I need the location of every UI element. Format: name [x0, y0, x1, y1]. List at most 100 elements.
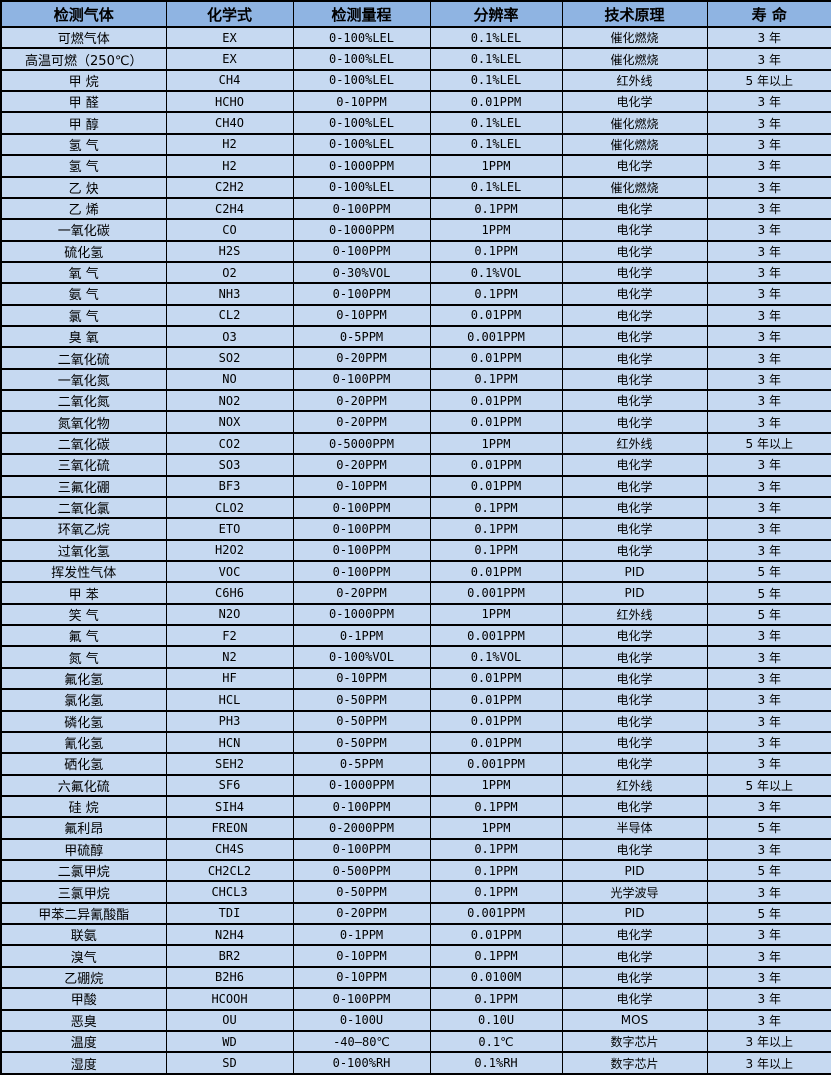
- cell-range: 0-100%LEL: [292, 175, 431, 199]
- cell-principle: 光学波导: [561, 880, 708, 904]
- table-row: 磷化氢 PH3 0-50PPM 0.01PPM 电化学 3 年: [0, 709, 831, 733]
- cell-resolution: 0.1PPM: [429, 944, 563, 968]
- cell-formula: HCOOH: [165, 987, 294, 1011]
- cell-range: 0-20PPM: [292, 453, 431, 477]
- cell-gas-name: 甲 苯: [0, 581, 167, 605]
- table-row: 二氧化碳 CO2 0-5000PPM 1PPM 红外线 5 年以上: [0, 431, 831, 456]
- column-header-range: 检测量程: [292, 0, 431, 28]
- cell-lifespan: 5 年以上: [706, 431, 831, 456]
- cell-formula: CHCL3: [165, 880, 294, 904]
- cell-principle: 电化学: [561, 218, 708, 242]
- cell-formula: BF3: [165, 474, 294, 498]
- cell-principle: 电化学: [561, 666, 708, 691]
- cell-principle: 电化学: [561, 196, 708, 221]
- cell-principle: PID: [561, 858, 708, 883]
- cell-formula: H2O2: [165, 538, 294, 563]
- cell-lifespan: 3 年: [706, 175, 831, 199]
- table-row: 高温可燃（250℃） EX 0-100%LEL 0.1%LEL 催化燃烧 3 年: [0, 47, 831, 71]
- cell-range: 0-100%RH: [292, 1051, 431, 1075]
- table-row: 过氧化氢 H2O2 0-100PPM 0.1PPM 电化学 3 年: [0, 538, 831, 563]
- cell-range: 0-10PPM: [292, 666, 431, 691]
- cell-principle: 电化学: [561, 282, 708, 306]
- cell-lifespan: 5 年: [706, 602, 831, 627]
- table-row: 一氧化碳 CO 0-1000PPM 1PPM 电化学 3 年: [0, 218, 831, 242]
- table-row: 二氯甲烷 CH2CL2 0-500PPM 0.1PPM PID 5 年: [0, 858, 831, 883]
- cell-principle: PID: [561, 581, 708, 605]
- cell-range: 0-10PPM: [292, 303, 431, 328]
- table-row: 乙 炔 C2H2 0-100%LEL 0.1%LEL 催化燃烧 3 年: [0, 175, 831, 199]
- cell-resolution: 0.1PPM: [429, 517, 563, 541]
- cell-gas-name: 乙 炔: [0, 175, 167, 199]
- cell-gas-name: 氮氧化物: [0, 410, 167, 434]
- cell-lifespan: 3 年以上: [706, 1029, 831, 1054]
- table-row: 氯 气 CL2 0-10PPM 0.01PPM 电化学 3 年: [0, 303, 831, 328]
- cell-gas-name: 甲酸: [0, 987, 167, 1011]
- table-row: 乙 烯 C2H4 0-100PPM 0.1PPM 电化学 3 年: [0, 196, 831, 221]
- cell-lifespan: 3 年: [706, 389, 831, 413]
- cell-range: 0-1000PPM: [292, 154, 431, 178]
- cell-resolution: 1PPM: [429, 431, 563, 456]
- table-row: 甲 醛 HCHO 0-10PPM 0.01PPM 电化学 3 年: [0, 90, 831, 114]
- cell-principle: 电化学: [561, 367, 708, 392]
- cell-resolution: 0.01PPM: [429, 666, 563, 691]
- cell-resolution: 1PPM: [429, 773, 563, 797]
- cell-principle: PID: [561, 559, 708, 584]
- cell-gas-name: 乙 烯: [0, 196, 167, 221]
- cell-formula: CH2CL2: [165, 858, 294, 883]
- cell-gas-name: 二氯甲烷: [0, 858, 167, 883]
- cell-formula: H2S: [165, 239, 294, 263]
- cell-resolution: 0.01PPM: [429, 90, 563, 114]
- column-header-resolution: 分辨率: [429, 0, 563, 28]
- column-header-lifespan: 寿 命: [706, 0, 831, 28]
- cell-lifespan: 3 年: [706, 1008, 831, 1032]
- cell-principle: 催化燃烧: [561, 132, 708, 157]
- table-row: 六氟化硫 SF6 0-1000PPM 1PPM 红外线 5 年以上: [0, 773, 831, 797]
- cell-principle: 电化学: [561, 474, 708, 498]
- table-row: 二氧化氮 NO2 0-20PPM 0.01PPM 电化学 3 年: [0, 389, 831, 413]
- cell-gas-name: 硫化氢: [0, 239, 167, 263]
- cell-formula: CH4O: [165, 111, 294, 135]
- cell-lifespan: 3 年: [706, 239, 831, 263]
- cell-gas-name: 环氧乙烷: [0, 517, 167, 541]
- cell-resolution: 0.01PPM: [429, 559, 563, 584]
- cell-lifespan: 3 年: [706, 965, 831, 990]
- cell-resolution: 0.01PPM: [429, 730, 563, 755]
- cell-lifespan: 3 年: [706, 154, 831, 178]
- cell-range: 0-10PPM: [292, 944, 431, 968]
- cell-resolution: 0.001PPM: [429, 752, 563, 776]
- cell-lifespan: 3 年: [706, 517, 831, 541]
- cell-range: 0-100PPM: [292, 282, 431, 306]
- cell-resolution: 0.1%LEL: [429, 25, 563, 50]
- cell-range: 0-100PPM: [292, 367, 431, 392]
- cell-range: 0-100PPM: [292, 495, 431, 520]
- cell-principle: 红外线: [561, 602, 708, 627]
- table-row: 甲酸 HCOOH 0-100PPM 0.1PPM 电化学 3 年: [0, 987, 831, 1011]
- cell-resolution: 0.001PPM: [429, 624, 563, 648]
- cell-gas-name: 氟 气: [0, 624, 167, 648]
- cell-formula: SEH2: [165, 752, 294, 776]
- cell-principle: 电化学: [561, 923, 708, 947]
- column-header-formula: 化学式: [165, 0, 294, 28]
- cell-formula: B2H6: [165, 965, 294, 990]
- cell-formula: NO: [165, 367, 294, 392]
- cell-gas-name: 甲 烷: [0, 68, 167, 93]
- cell-formula: PH3: [165, 709, 294, 733]
- cell-formula: WD: [165, 1029, 294, 1054]
- cell-range: 0-1PPM: [292, 923, 431, 947]
- cell-resolution: 0.1PPM: [429, 837, 563, 862]
- cell-principle: 电化学: [561, 260, 708, 285]
- cell-range: 0-100PPM: [292, 517, 431, 541]
- cell-principle: 电化学: [561, 239, 708, 263]
- table-row: 氮 气 N2 0-100%VOL 0.1%VOL 电化学 3 年: [0, 645, 831, 669]
- cell-gas-name: 硅 烷: [0, 794, 167, 819]
- cell-range: 0-30%VOL: [292, 260, 431, 285]
- cell-lifespan: 3 年: [706, 666, 831, 691]
- cell-range: 0-10PPM: [292, 965, 431, 990]
- cell-resolution: 1PPM: [429, 816, 563, 840]
- column-header-gas-name: 检测气体: [0, 0, 167, 28]
- cell-gas-name: 氰化氢: [0, 730, 167, 755]
- cell-lifespan: 3 年: [706, 837, 831, 862]
- cell-formula: ETO: [165, 517, 294, 541]
- cell-range: 0-5PPM: [292, 752, 431, 776]
- cell-gas-name: 氨 气: [0, 282, 167, 306]
